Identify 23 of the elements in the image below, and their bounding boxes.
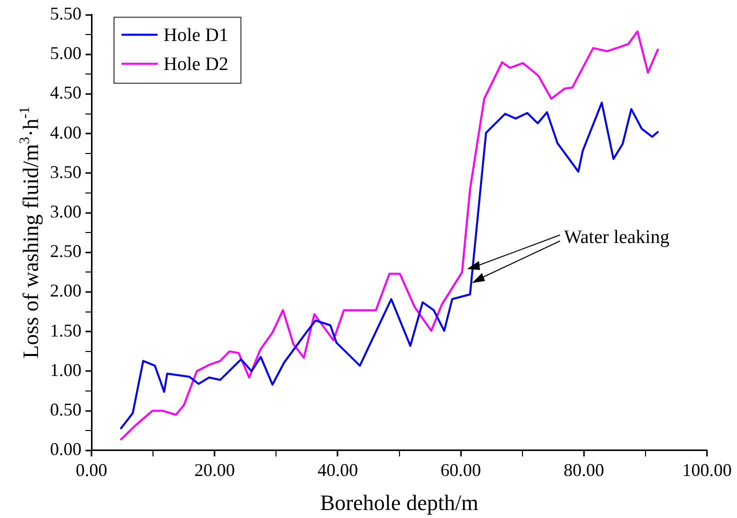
legend-label: Hole D2 xyxy=(164,54,228,75)
x-tick-label: 40.00 xyxy=(317,460,358,480)
x-tick-label: 0.00 xyxy=(76,460,108,480)
x-tick-label: 100.00 xyxy=(682,460,732,480)
y-tick-label: 3.50 xyxy=(50,162,82,182)
y-tick-label: 5.00 xyxy=(50,43,82,64)
y-tick-label: 1.00 xyxy=(50,360,82,380)
y-tick-label: 0.50 xyxy=(50,400,82,420)
x-tick-label: 20.00 xyxy=(194,460,235,480)
y-tick-label: 4.00 xyxy=(50,122,82,142)
y-axis-title: Loss of washing fluid/m3·h-1 xyxy=(17,106,43,359)
y-tick-label: 1.50 xyxy=(50,320,82,340)
y-tick-label: 4.50 xyxy=(50,82,82,103)
x-axis-title: Borehole depth/m xyxy=(320,490,478,515)
legend-label: Hole D1 xyxy=(164,24,228,46)
y-tick-label: 3.00 xyxy=(50,202,82,222)
y-tick-label: 2.50 xyxy=(50,241,82,262)
x-tick-label: 60.00 xyxy=(440,460,482,480)
y-tick-label: 0.00 xyxy=(50,439,82,460)
y-tick-label: 5.50 xyxy=(50,4,82,24)
y-tick-label: 2.00 xyxy=(50,280,82,301)
x-tick-label: 80.00 xyxy=(564,460,604,480)
annotation: Water leaking xyxy=(564,227,670,248)
